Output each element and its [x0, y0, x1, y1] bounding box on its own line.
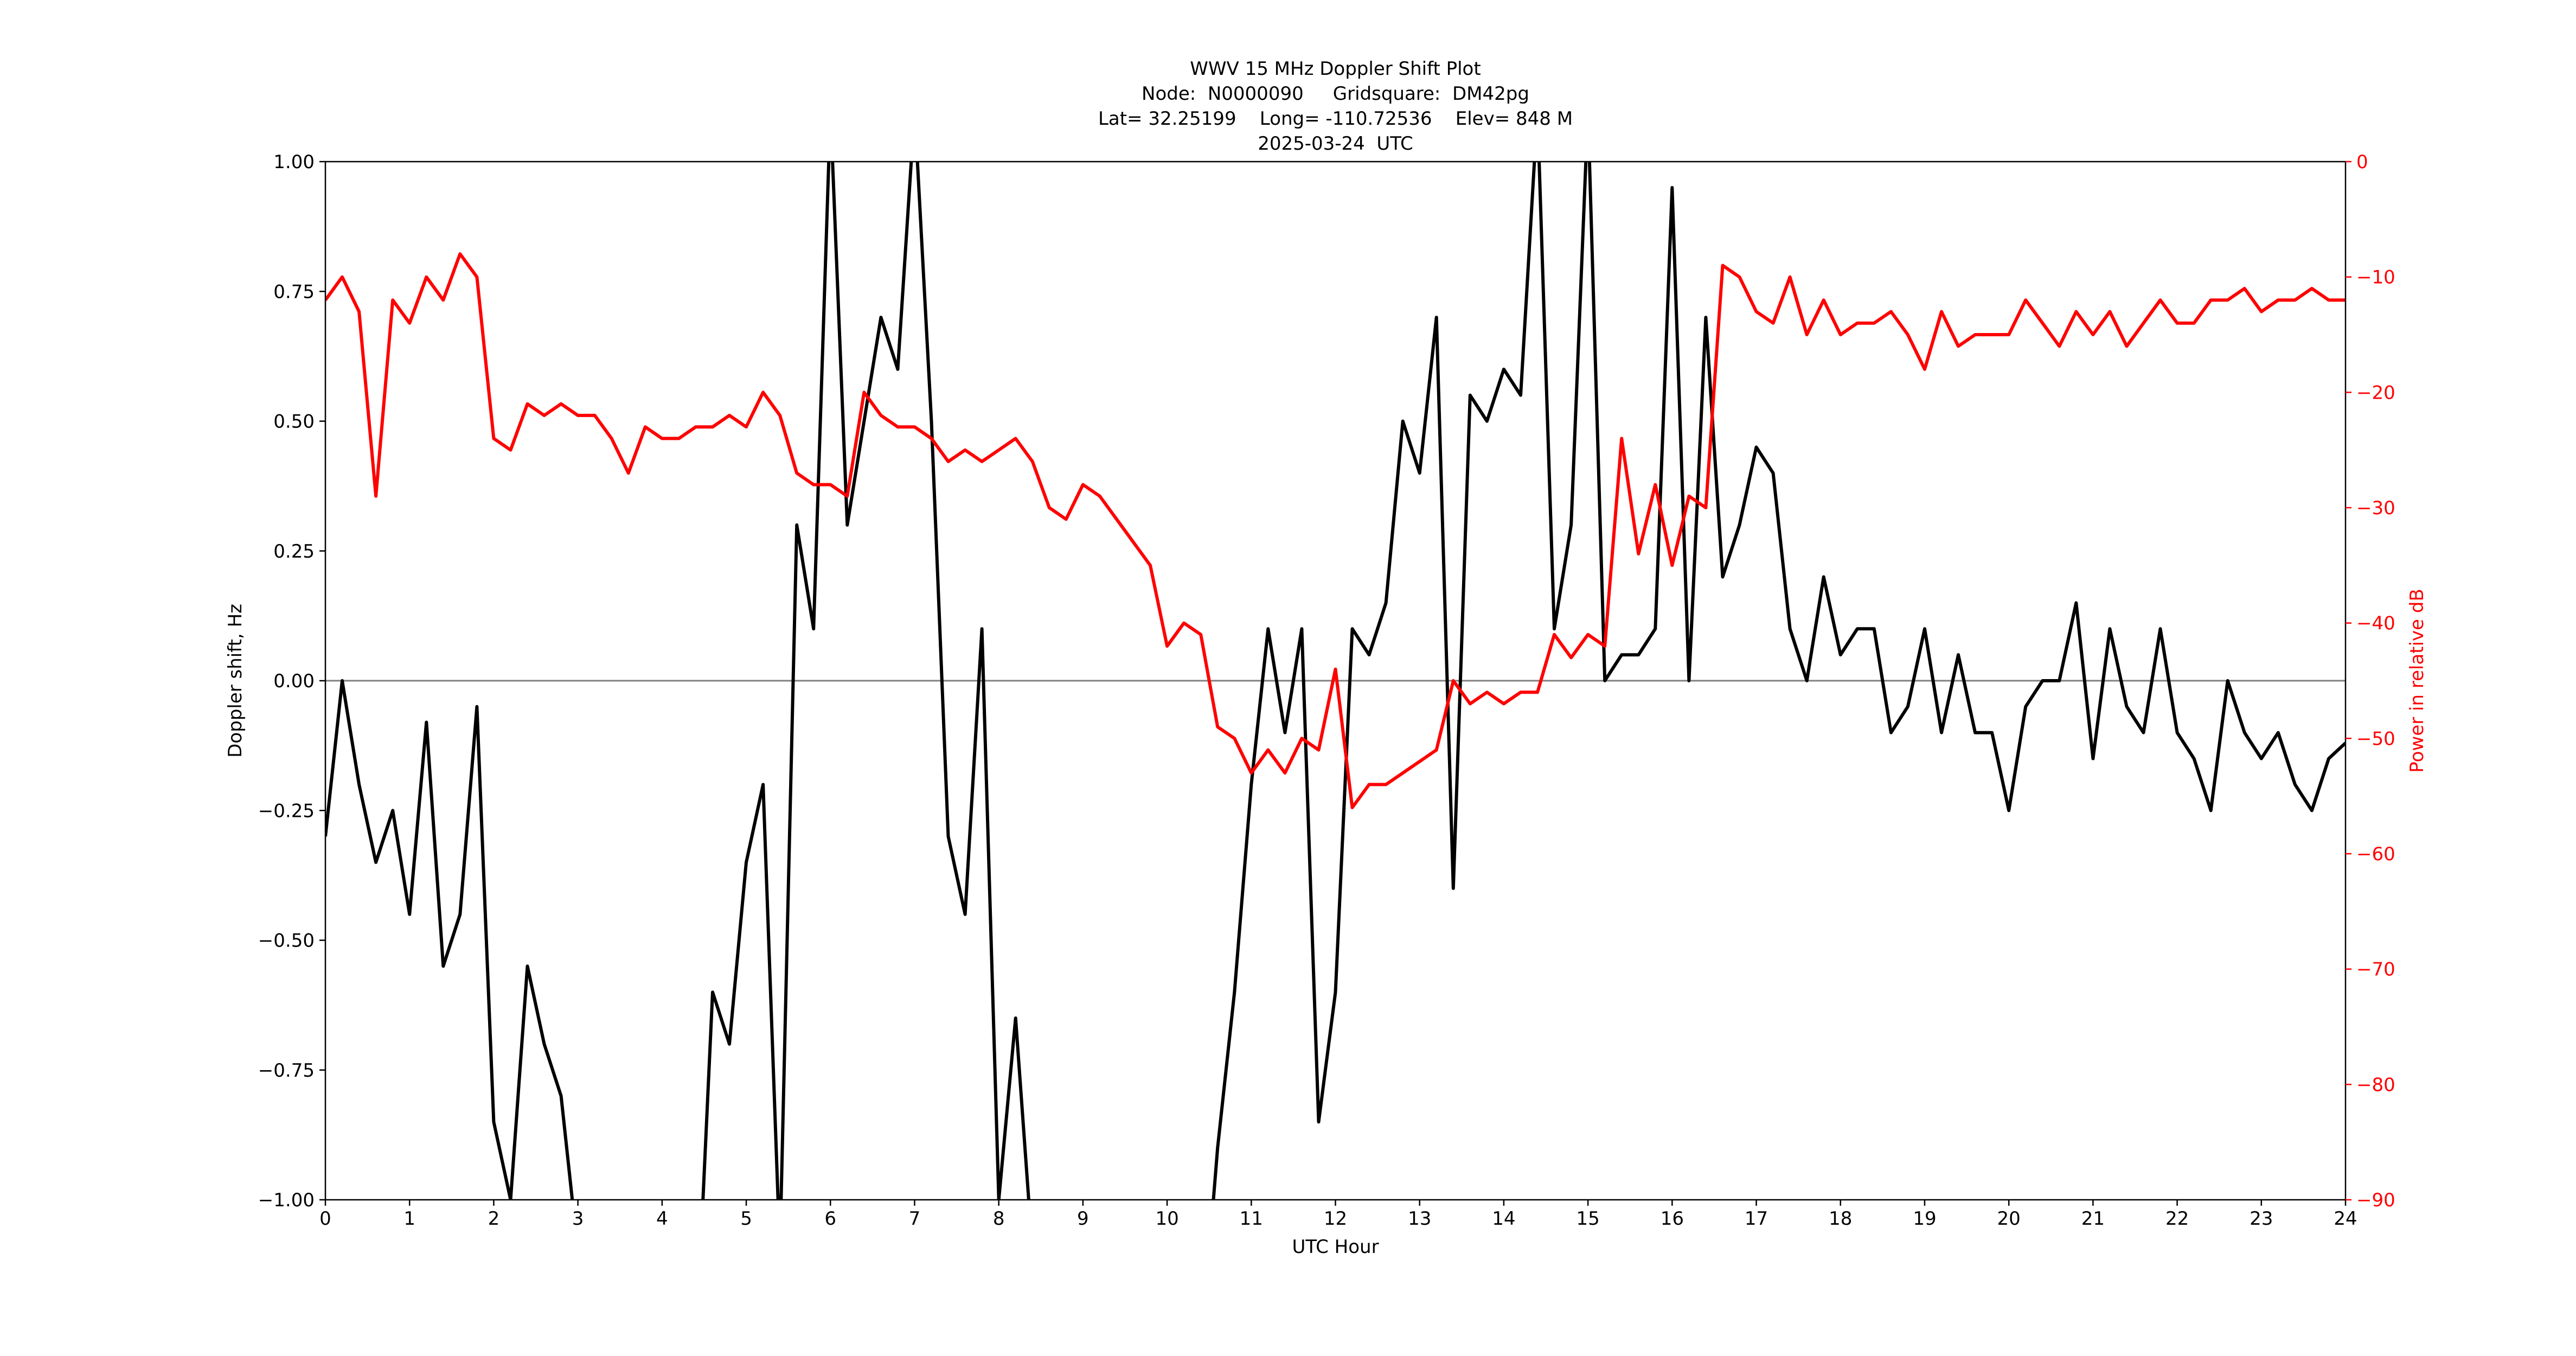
y-tick-label: 0.75 [273, 281, 315, 303]
x-tick-label: 8 [993, 1208, 1005, 1230]
y2-tick-label: −90 [2356, 1189, 2395, 1211]
x-tick-label: 2 [488, 1208, 500, 1230]
series-line [325, 162, 2346, 1200]
x-tick-label: 12 [1324, 1208, 1347, 1230]
x-tick-label: 21 [2081, 1208, 2105, 1230]
y2-axis-label: Power in relative dB [2406, 589, 2428, 772]
chart-title: Node: N0000090 Gridsquare: DM42pg [1142, 83, 1529, 105]
y2-tick-label: −10 [2356, 267, 2395, 289]
y2-tick-label: 0 [2356, 151, 2368, 173]
y2-tick-label: −60 [2356, 843, 2395, 865]
x-tick-label: 10 [1155, 1208, 1178, 1230]
x-tick-label: 7 [909, 1208, 921, 1230]
y-tick-label: 0.50 [273, 411, 315, 433]
x-tick-label: 22 [2165, 1208, 2189, 1230]
x-tick-label: 6 [824, 1208, 836, 1230]
series-line [325, 252, 2346, 809]
x-tick-label: 11 [1240, 1208, 1263, 1230]
chart-title: 2025-03-24 UTC [1258, 133, 1413, 155]
y-tick-label: 0.25 [273, 541, 315, 562]
x-tick-label: 0 [319, 1208, 331, 1230]
x-tick-label: 5 [740, 1208, 752, 1230]
chart-title: WWV 15 MHz Doppler Shift Plot [1190, 58, 1481, 80]
y2-tick-label: −80 [2356, 1074, 2395, 1096]
y2-tick-label: −30 [2356, 497, 2395, 519]
x-tick-label: 3 [572, 1208, 584, 1230]
x-tick-label: 23 [2250, 1208, 2273, 1230]
y-tick-label: −1.00 [258, 1189, 315, 1211]
y-axis-label: Doppler shift, Hz [225, 604, 246, 758]
x-tick-label: 17 [1745, 1208, 1768, 1230]
y-tick-label: −0.25 [258, 800, 315, 822]
x-tick-label: 1 [403, 1208, 415, 1230]
x-tick-label: 13 [1408, 1208, 1431, 1230]
x-tick-label: 9 [1077, 1208, 1089, 1230]
x-tick-label: 24 [2334, 1208, 2357, 1230]
x-tick-label: 18 [1829, 1208, 1852, 1230]
x-tick-label: 14 [1492, 1208, 1515, 1230]
y-tick-label: −0.75 [258, 1060, 315, 1082]
y2-tick-label: −40 [2356, 613, 2395, 635]
y2-tick-label: −20 [2356, 382, 2395, 404]
x-tick-label: 4 [656, 1208, 668, 1230]
y-tick-label: 0.00 [273, 670, 315, 692]
y2-tick-label: −70 [2356, 959, 2395, 981]
plot-area [325, 162, 2346, 1200]
y2-tick-label: −50 [2356, 728, 2395, 750]
x-tick-label: 15 [1576, 1208, 1599, 1230]
x-tick-label: 19 [1913, 1208, 1936, 1230]
x-tick-label: 16 [1661, 1208, 1684, 1230]
y-tick-label: −0.50 [258, 930, 315, 952]
chart-title: Lat= 32.25199 Long= -110.72536 Elev= 848… [1098, 108, 1573, 130]
y-tick-label: 1.00 [273, 151, 315, 173]
x-axis-label: UTC Hour [1292, 1236, 1379, 1258]
x-tick-label: 20 [1997, 1208, 2021, 1230]
